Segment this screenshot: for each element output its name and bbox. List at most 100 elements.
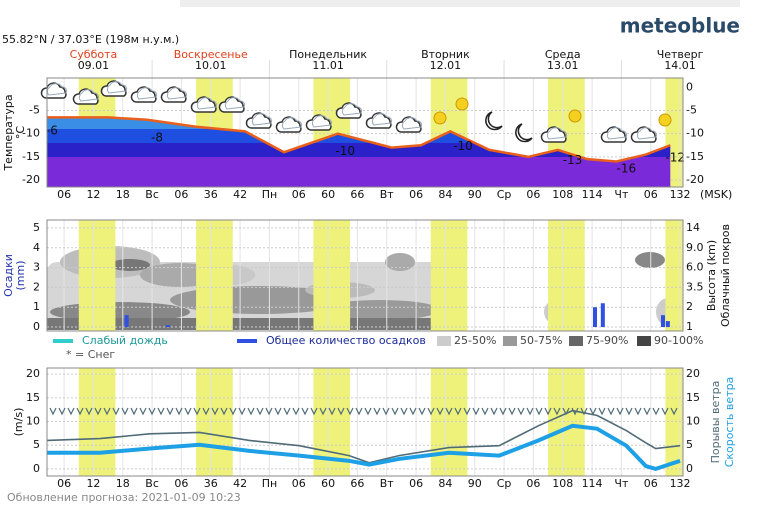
x-tick-label: 06 (644, 188, 658, 201)
wind-arrow (211, 407, 219, 416)
temperature-label: -12 (665, 150, 685, 164)
plot-area (47, 220, 683, 331)
y-tick-label: -5 (29, 103, 40, 116)
x-tick-label: 84 (438, 188, 452, 201)
x-axis-unit: (MSK) (700, 188, 732, 201)
wind-arrow (661, 407, 669, 416)
daylight-band (430, 220, 468, 331)
wind-arrow (220, 407, 228, 416)
wind-arrow (229, 407, 237, 416)
wind-arrow (121, 407, 129, 416)
wind-arrow (481, 407, 489, 416)
legend-swatch (437, 336, 451, 346)
x-tick-label: 132 (670, 188, 691, 201)
wind-arrow (616, 407, 624, 416)
y-tick-label: -15 (22, 150, 40, 163)
y2-axis-label: Облачный покров (719, 224, 732, 327)
y-tick-label: 1 (33, 300, 40, 313)
wind-arrow (652, 407, 660, 416)
legend-swatch (237, 339, 257, 343)
wind-arrow (310, 407, 318, 416)
x-tick-label: 108 (552, 477, 573, 490)
x-tick-label: 60 (321, 188, 335, 201)
y2-tick-label: 0 (686, 80, 693, 93)
wind-arrow (328, 407, 336, 416)
daylight-band (196, 220, 233, 331)
logo[interactable]: meteoblue (620, 14, 740, 38)
wind-arrow (58, 407, 66, 416)
x-tick-label: 06 (409, 477, 423, 490)
wind-arrow (256, 407, 264, 416)
wind-arrow (319, 407, 327, 416)
legend-swatch (569, 336, 583, 346)
wind-arrow (589, 407, 597, 416)
wind-line (47, 423, 681, 471)
temperature-label: -13 (563, 153, 583, 167)
y2-tick-label: 2 (686, 300, 693, 313)
x-tick-label: 108 (552, 188, 573, 201)
wind-arrow (184, 407, 192, 416)
wind-arrow (346, 407, 354, 416)
wind-arrow (607, 407, 615, 416)
y-axis-label: °C (14, 126, 27, 140)
wind-arrow (76, 407, 84, 416)
x-tick-label: 06 (292, 477, 306, 490)
wind-arrow (166, 407, 174, 416)
y-tick-label: 10 (26, 415, 40, 428)
y-axis-label: Осадки (2, 254, 15, 297)
legend-swatch (503, 336, 517, 346)
wind-arrow (301, 407, 309, 416)
wind-arrow (508, 407, 516, 416)
plot-area (47, 368, 683, 476)
temperature-label: -10 (335, 144, 355, 158)
wind-arrow (364, 407, 372, 416)
wind-arrow (67, 407, 75, 416)
wind-arrow (103, 407, 111, 416)
x-tick-label: 12 (86, 188, 100, 201)
y2-tick-label: -10 (686, 127, 704, 140)
wind-arrow (517, 407, 525, 416)
x-tick-label: Вс (145, 188, 159, 201)
x-tick-label: Ср (497, 477, 512, 490)
x-tick-label: 06 (174, 188, 188, 201)
legend-entry: Скорость ветра (723, 377, 736, 468)
wind-arrow (85, 407, 93, 416)
x-tick-label: Чт (614, 188, 629, 201)
plot-area (47, 78, 683, 187)
wind-arrow (670, 407, 678, 416)
wind-arrow (463, 407, 471, 416)
wind-arrow (130, 407, 138, 416)
weather-icons (40, 80, 672, 143)
precipitation-bar (600, 303, 605, 328)
x-tick-label: 36 (204, 188, 218, 201)
x-tick-label: 06 (57, 477, 71, 490)
wind-arrow (283, 407, 291, 416)
wind-arrow (544, 407, 552, 416)
wind-arrow (157, 407, 165, 416)
daylight-band (196, 368, 233, 476)
x-tick-label: 114 (582, 188, 603, 201)
x-tick-label: 06 (292, 188, 306, 201)
day-date: 13.01 (547, 59, 579, 72)
wind-arrow (247, 407, 255, 416)
footer: Обновление прогноза: 2021-01-09 10:23 (7, 491, 241, 504)
y2-tick-label: -5 (686, 103, 697, 116)
legend-label: Общее количество осадков (266, 334, 426, 347)
daylight-band (313, 220, 351, 331)
y-tick-label: 3 (33, 261, 40, 274)
x-tick-label: 06 (644, 477, 658, 490)
y2-tick-label: 20 (686, 367, 700, 380)
temperature-label: -8 (151, 130, 163, 144)
daylight-band (78, 220, 116, 331)
wind-arrow (409, 407, 417, 416)
wind-arrow (445, 407, 453, 416)
wind-arrow (391, 407, 399, 416)
precipitation-bar (660, 315, 665, 328)
x-tick-label: 114 (582, 477, 603, 490)
day-name: Понедельник (289, 48, 367, 61)
x-tick-label: Чт (614, 477, 629, 490)
plot-frame (46, 77, 684, 188)
day-name: Среда (545, 48, 581, 61)
x-tick-label: 66 (350, 477, 364, 490)
